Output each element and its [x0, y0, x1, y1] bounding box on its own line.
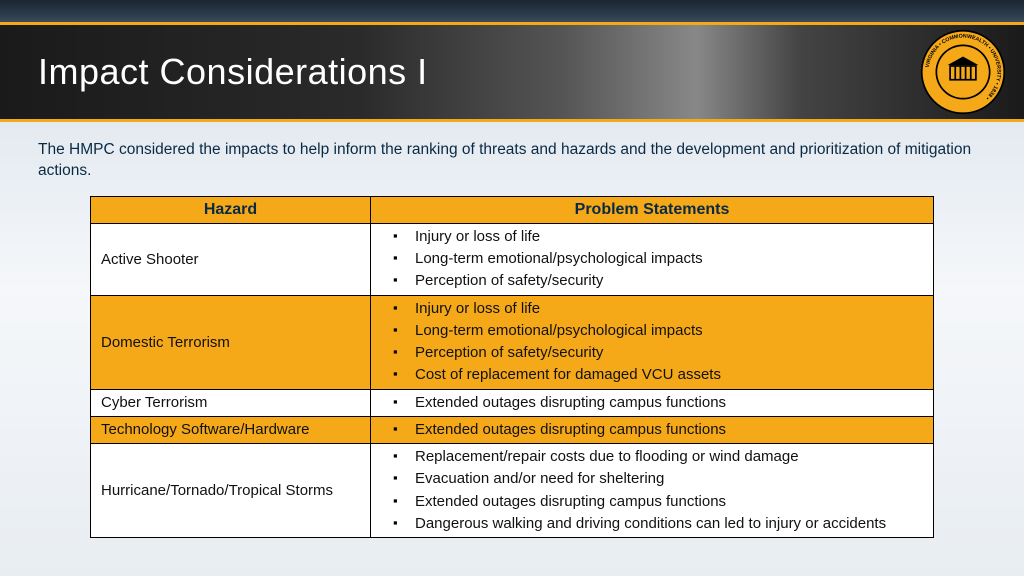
hazard-cell: Technology Software/Hardware [91, 416, 371, 443]
top-decorative-strip [0, 0, 1024, 22]
statements-list: Injury or loss of lifeLong-term emotiona… [389, 298, 929, 387]
statement-item: Extended outages disrupting campus funct… [389, 419, 929, 441]
hazard-cell: Cyber Terrorism [91, 389, 371, 416]
hazard-cell: Hurricane/Tornado/Tropical Storms [91, 444, 371, 538]
statement-item: Cost of replacement for damaged VCU asse… [389, 364, 929, 386]
intro-paragraph: The HMPC considered the impacts to help … [0, 122, 1024, 196]
impact-table: Hazard Problem Statements Active Shooter… [90, 196, 934, 538]
statements-list: Injury or loss of lifeLong-term emotiona… [389, 226, 929, 293]
col-header-hazard: Hazard [91, 196, 371, 223]
statement-item: Injury or loss of life [389, 298, 929, 320]
statement-item: Long-term emotional/psychological impact… [389, 248, 929, 270]
statements-list: Extended outages disrupting campus funct… [389, 392, 929, 414]
hazard-cell: Domestic Terrorism [91, 295, 371, 389]
slide-header: Impact Considerations I VIRGINIA • COMMO… [0, 22, 1024, 122]
university-seal-icon: VIRGINIA • COMMONWEALTH • UNIVERSITY • 1… [920, 29, 1006, 115]
statements-cell: Extended outages disrupting campus funct… [371, 389, 934, 416]
col-header-problem-statements: Problem Statements [371, 196, 934, 223]
statement-item: Perception of safety/security [389, 270, 929, 292]
statement-item: Perception of safety/security [389, 342, 929, 364]
impact-table-container: Hazard Problem Statements Active Shooter… [0, 196, 1024, 538]
statements-cell: Extended outages disrupting campus funct… [371, 416, 934, 443]
slide-title: Impact Considerations I [38, 51, 428, 93]
hazard-cell: Active Shooter [91, 223, 371, 295]
statement-item: Long-term emotional/psychological impact… [389, 320, 929, 342]
statements-cell: Replacement/repair costs due to flooding… [371, 444, 934, 538]
table-row: Cyber Terrorism Extended outages disrupti… [91, 389, 934, 416]
table-row: Hurricane/Tornado/Tropical Storms Replace… [91, 444, 934, 538]
statement-item: Extended outages disrupting campus funct… [389, 491, 929, 513]
statement-item: Injury or loss of life [389, 226, 929, 248]
statements-list: Replacement/repair costs due to flooding… [389, 446, 929, 535]
table-row: Domestic TerrorismInjury or loss of life… [91, 295, 934, 389]
statements-cell: Injury or loss of lifeLong-term emotiona… [371, 295, 934, 389]
statement-item: Replacement/repair costs due to flooding… [389, 446, 929, 468]
table-row: Active Shooter Injury or loss of lifeLong… [91, 223, 934, 295]
statement-item: Extended outages disrupting campus funct… [389, 392, 929, 414]
statement-item: Dangerous walking and driving conditions… [389, 513, 929, 535]
statements-list: Extended outages disrupting campus funct… [389, 419, 929, 441]
statements-cell: Injury or loss of lifeLong-term emotiona… [371, 223, 934, 295]
statement-item: Evacuation and/or need for sheltering [389, 468, 929, 490]
table-row: Technology Software/Hardware Extended out… [91, 416, 934, 443]
